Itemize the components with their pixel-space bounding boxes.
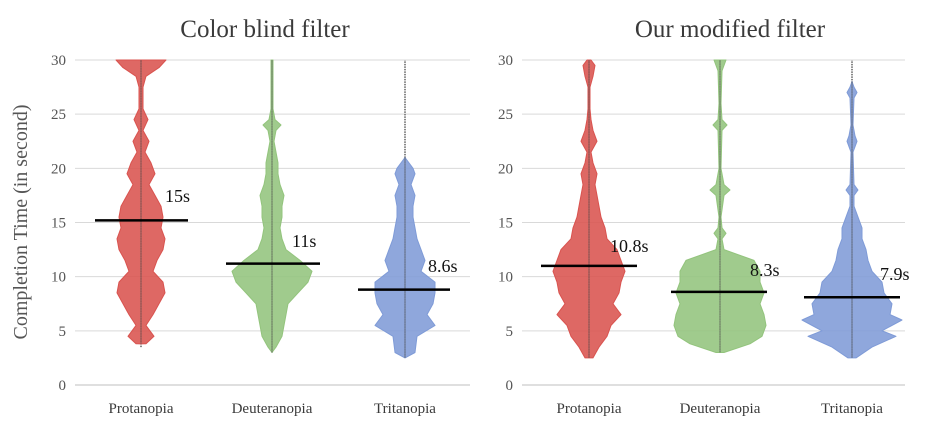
y-tick-label: 25: [51, 107, 66, 123]
x-category-label: Deuteranopia: [232, 401, 313, 417]
median-label-deuteranopia: 8.3s: [750, 260, 780, 280]
x-category-label: Protanopia: [557, 401, 622, 417]
y-tick-label: 20: [498, 161, 513, 177]
y-tick-label: 30: [51, 53, 66, 69]
chart-panel-1: Color blind filter 0 5 10 15 20 25 30 15s Protano…: [51, 16, 470, 417]
y-tick-label: 5: [506, 324, 514, 340]
y-tick-label: 15: [498, 216, 513, 232]
y-tick-label: 10: [51, 270, 66, 286]
median-label-protanopia: 10.8s: [610, 236, 649, 256]
chart-panel-2: Our modified filter 0 5 10 15 20 25 30 10.8s Prot…: [498, 16, 910, 417]
y-tick-label: 0: [506, 378, 514, 394]
x-category-label: Deuteranopia: [680, 401, 761, 417]
y-tick-label: 15: [51, 216, 66, 232]
median-label-tritanopia: 8.6s: [428, 256, 458, 276]
y-tick-label: 10: [498, 270, 513, 286]
y-tick-label: 0: [59, 378, 67, 394]
chart-title: Color blind filter: [180, 16, 350, 43]
chart-title: Our modified filter: [635, 16, 826, 43]
median-label-protanopia: 15s: [165, 186, 190, 206]
y-tick-label: 30: [498, 53, 513, 69]
x-category-label: Protanopia: [109, 401, 174, 417]
y-tick-label: 25: [498, 107, 513, 123]
median-label-deuteranopia: 11s: [292, 231, 316, 251]
y-axis-label: Completion Time (in second): [10, 105, 32, 340]
x-category-label: Tritanopia: [821, 401, 883, 417]
median-label-tritanopia: 7.9s: [880, 264, 910, 284]
x-category-label: Tritanopia: [374, 401, 436, 417]
y-tick-label: 20: [51, 161, 66, 177]
y-tick-label: 5: [59, 324, 67, 340]
